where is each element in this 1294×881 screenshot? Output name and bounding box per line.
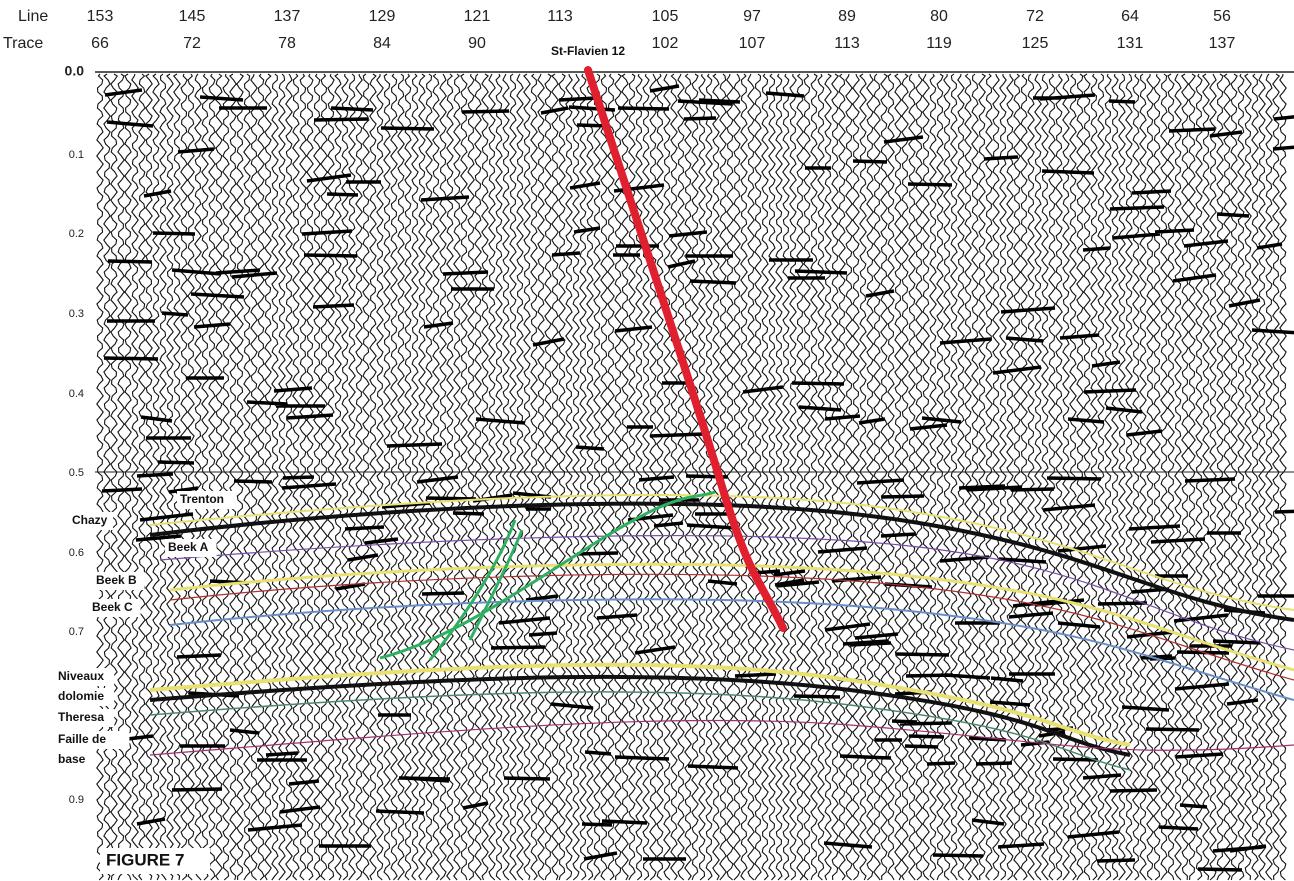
line-number: 121 [464,8,491,25]
trace-number: 102 [652,35,679,52]
trace-number: 84 [373,35,391,52]
horizon-label: dolomie [58,689,104,703]
trace-number: 107 [739,35,766,52]
horizon-label: Beek C [92,600,133,614]
time-label-bg [40,226,92,242]
trace-number: 78 [278,35,296,52]
line-number: 80 [930,8,948,25]
time-label-bg [40,386,92,402]
horizon-label: Faille de [58,732,106,746]
trace-number: 90 [468,35,486,52]
time-label: 0.4 [69,388,84,400]
horizon-label: Chazy [72,513,108,527]
line-number: 129 [369,8,396,25]
horizon-label: Niveaux [58,669,104,683]
line-header: Line [18,8,48,25]
time-label-bg [40,147,92,163]
line-number: 64 [1121,8,1139,25]
trace-number: 125 [1022,35,1049,52]
time-label: 0.7 [69,626,84,638]
time-label: 0.6 [69,547,84,559]
horizon-label: base [58,752,86,766]
trace-number: 113 [834,35,860,52]
trace-number: 119 [926,35,952,52]
line-number: 153 [87,8,114,25]
line-number: 113 [547,8,573,25]
trace-number: 131 [1117,35,1144,52]
horizon-label: Beek B [96,573,137,587]
time-label-bg [40,306,92,322]
figure-label: FIGURE 7 [106,850,184,869]
time-label: 0.9 [69,794,84,806]
trace-header: Trace [3,35,43,52]
time-label: 0.0 [65,63,85,79]
time-label: 0.1 [69,149,84,161]
trace-number: 66 [91,35,109,52]
line-number: 56 [1213,8,1231,25]
line-number: 89 [838,8,856,25]
line-number: 145 [179,8,206,25]
line-number: 137 [274,8,301,25]
trace-number: 72 [183,35,201,52]
time-label-bg [40,465,92,481]
time-label-bg [40,545,92,561]
horizon-label: Theresa [58,710,104,724]
time-label: 0.3 [69,308,84,320]
time-label-bg [40,624,92,640]
horizon-label: Trenton [180,492,224,506]
time-label: 0.5 [69,467,84,479]
trace-number: 137 [1209,35,1236,52]
line-number: 72 [1026,8,1044,25]
time-label-bg [40,792,92,808]
well-label: St-Flavien 12 [551,44,625,58]
time-label: 0.2 [69,228,84,240]
line-number: 105 [652,8,679,25]
horizon-label: Beek A [168,540,209,554]
line-number: 97 [743,8,761,25]
seismic-figure: Line Trace St-Flavien 12 153 66 145 72 137 78… [0,0,1294,881]
